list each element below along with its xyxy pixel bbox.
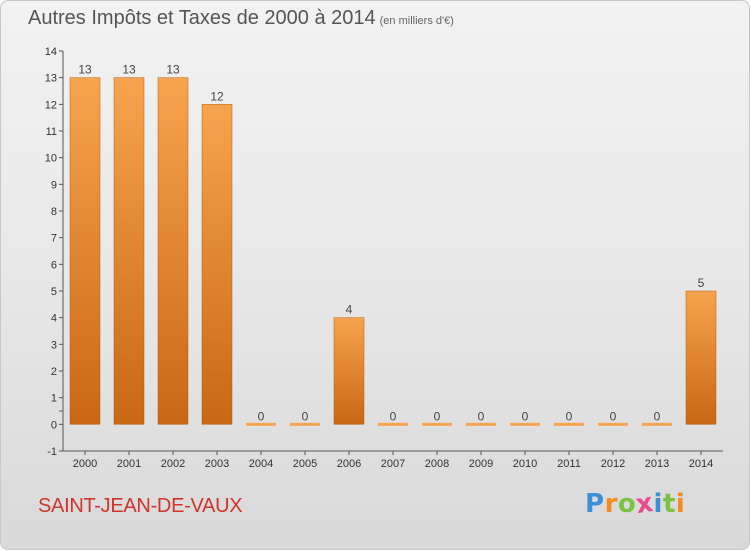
chart-subtitle: (en milliers d'€) <box>379 15 454 27</box>
x-tick-label-2007: 2007 <box>381 458 405 470</box>
data-label-2002: 13 <box>166 63 180 77</box>
bar-2004 <box>246 422 276 426</box>
x-tick-label-2011: 2011 <box>557 458 581 470</box>
bar-2012 <box>598 422 628 426</box>
x-tick-label-2013: 2013 <box>645 458 669 470</box>
y-tick-label: 2 <box>51 366 57 378</box>
x-tick-label-2012: 2012 <box>601 458 625 470</box>
x-tick-label-2002: 2002 <box>161 458 185 470</box>
chart-title: Autres Impôts et Taxes de 2000 à 2014 (en… <box>28 7 454 30</box>
data-label-2009: 0 <box>478 409 485 423</box>
data-label-2004: 0 <box>258 409 265 423</box>
logo-letter: t <box>662 489 676 519</box>
logo-letter: r <box>604 489 618 519</box>
x-tick-label-2009: 2009 <box>469 458 493 470</box>
y-tick-label: 13 <box>45 73 57 85</box>
bar-2011 <box>554 422 584 426</box>
data-label-2007: 0 <box>390 409 397 423</box>
commune-name: SAINT-JEAN-DE-VAUX <box>38 495 243 517</box>
y-tick-label: 10 <box>45 153 57 165</box>
bar-2005 <box>290 422 320 426</box>
logo-letter: i <box>653 489 663 519</box>
y-tick-label: -1 <box>47 446 57 458</box>
bar-2014 <box>685 290 717 425</box>
x-tick-label-2014: 2014 <box>689 458 713 470</box>
y-tick-label: 6 <box>51 259 57 271</box>
x-tick-label-2000: 2000 <box>73 458 97 470</box>
proxiti-logo[interactable]: Proxiti <box>585 487 686 521</box>
x-tick-label-2010: 2010 <box>513 458 537 470</box>
bar-2006 <box>333 317 365 425</box>
data-label-2006: 4 <box>346 303 353 317</box>
data-label-2011: 0 <box>566 409 573 423</box>
bar-2002 <box>157 77 189 425</box>
data-label-2008: 0 <box>434 409 441 423</box>
x-tick-label-2003: 2003 <box>205 458 229 470</box>
y-tick-label: 9 <box>51 179 57 191</box>
x-tick-label-2008: 2008 <box>425 458 449 470</box>
y-tick-label: 1 <box>51 393 57 405</box>
data-label-2001: 13 <box>122 63 136 77</box>
bar-2007 <box>378 422 408 426</box>
data-label-2013: 0 <box>654 409 661 423</box>
x-tick-label-2006: 2006 <box>337 458 361 470</box>
y-tick-label: 0 <box>51 419 57 431</box>
logo-letter: i <box>675 489 686 519</box>
bar-2008 <box>422 422 452 426</box>
y-tick-label: 3 <box>51 339 57 351</box>
logo-letter: P <box>585 489 605 519</box>
bar-2010 <box>510 422 540 426</box>
bar-2013 <box>642 422 672 426</box>
y-tick-label: 12 <box>45 99 57 111</box>
y-tick-label: 5 <box>51 286 57 298</box>
bar-2009 <box>466 422 496 426</box>
data-label-2010: 0 <box>522 409 529 423</box>
data-label-2005: 0 <box>302 409 309 423</box>
chart-title-text: Autres Impôts et Taxes de 2000 à 2014 <box>28 7 376 29</box>
x-tick-label-2001: 2001 <box>117 458 141 470</box>
x-tick-label-2004: 2004 <box>249 458 273 470</box>
bar-2003 <box>201 104 233 425</box>
logo-letter: o <box>617 489 637 519</box>
x-tick-label-2005: 2005 <box>293 458 317 470</box>
data-label-2003: 12 <box>210 89 224 103</box>
data-label-2014: 5 <box>698 276 705 290</box>
y-tick-label: 8 <box>51 206 57 218</box>
data-label-2000: 13 <box>78 63 92 77</box>
y-tick-label: 11 <box>46 126 57 138</box>
bar-2000 <box>69 77 101 425</box>
bar-2001 <box>113 77 145 425</box>
logo-letter: x <box>634 487 656 521</box>
y-tick-label: 7 <box>51 233 57 245</box>
data-label-2012: 0 <box>610 409 617 423</box>
y-tick-label: 4 <box>51 313 57 325</box>
y-tick-label: 14 <box>45 46 57 58</box>
